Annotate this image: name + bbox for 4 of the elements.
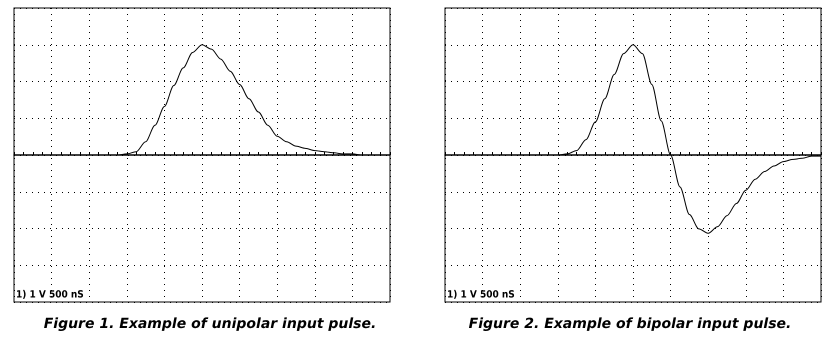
- text: 1) 1 V 500 nS: [16, 290, 84, 300]
- text: Figure 1. Example of unipolar input pulse.: [44, 316, 376, 332]
- text: 1) 1 V 500 nS: [447, 290, 515, 300]
- text: Figure 2. Example of bipolar input pulse.: [468, 316, 792, 332]
